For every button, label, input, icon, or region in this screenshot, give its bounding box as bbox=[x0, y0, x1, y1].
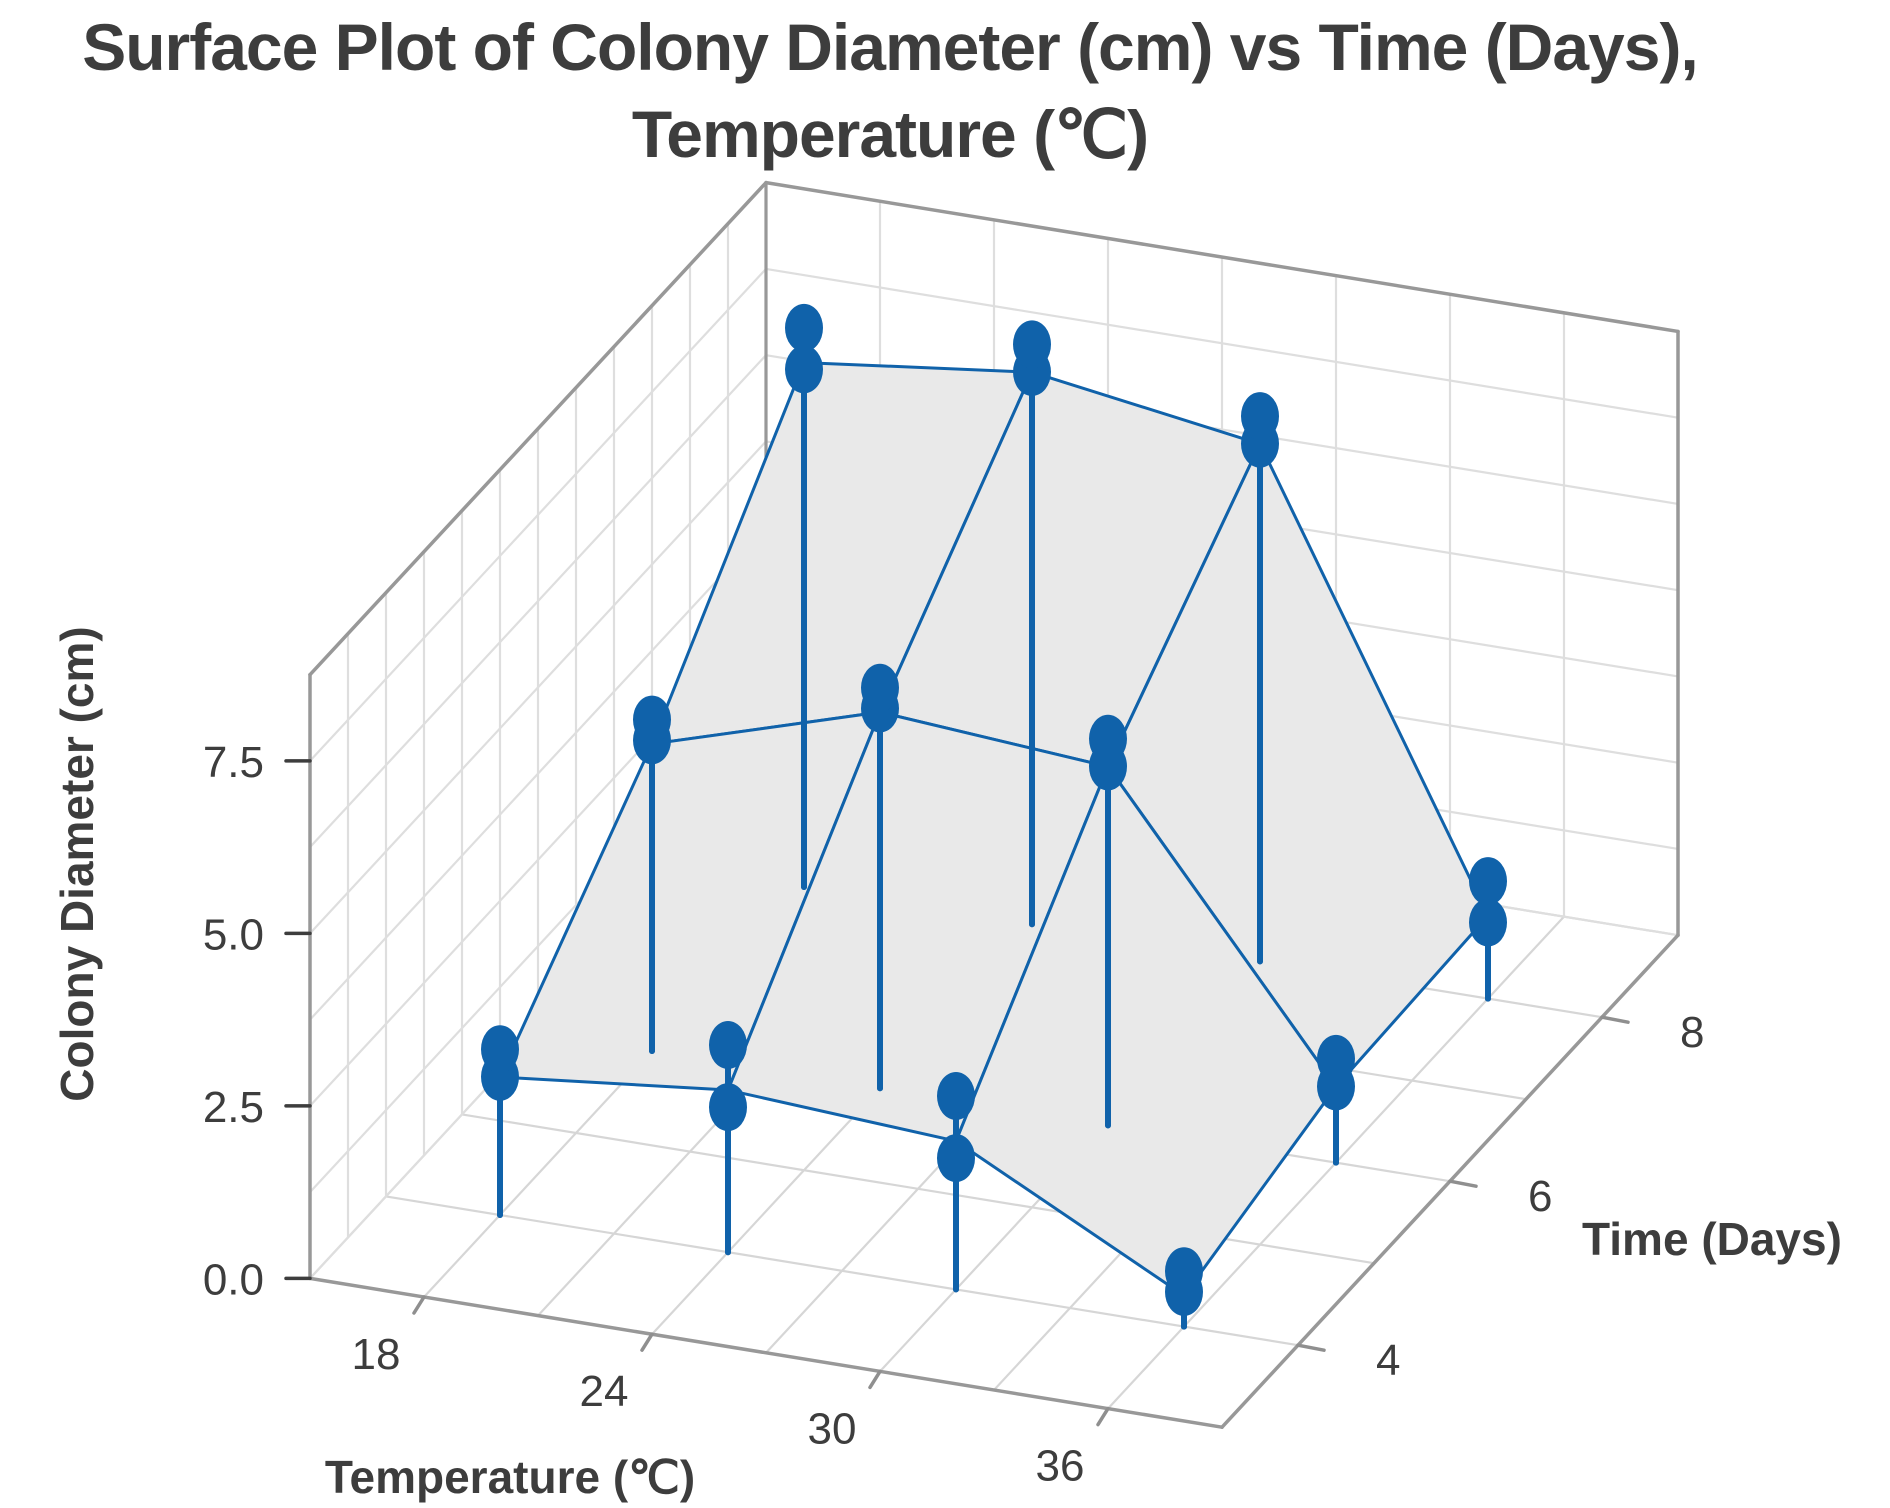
frame-left-wall-top-edge bbox=[308, 180, 768, 677]
time-tick bbox=[1296, 1343, 1326, 1352]
time-axis-label: Time (Days) bbox=[1582, 1213, 1842, 1265]
data-point bbox=[709, 1021, 747, 1069]
frame-floor-front-left-edge bbox=[308, 1276, 1224, 1429]
data-point bbox=[937, 1072, 975, 1120]
z-tick-label: 7.5 bbox=[203, 738, 264, 787]
temp-tick-label: 18 bbox=[352, 1330, 401, 1379]
data-point bbox=[481, 1025, 519, 1074]
temp-tick bbox=[868, 1369, 882, 1390]
data-point bbox=[1013, 320, 1051, 369]
data-point bbox=[709, 1083, 747, 1132]
frame-right-wall-top-edge bbox=[764, 180, 1680, 334]
temp-tick-label: 36 bbox=[1036, 1442, 1085, 1491]
data-point bbox=[1165, 1247, 1203, 1296]
data-point bbox=[1469, 857, 1507, 906]
chart-title-line1: Surface Plot of Colony Diameter (cm) vs … bbox=[82, 10, 1699, 84]
chart-title: Surface Plot of Colony Diameter (cm) vs … bbox=[0, 4, 1780, 178]
chart-title-line2: Temperature (℃) bbox=[631, 97, 1149, 172]
temp-tick bbox=[1096, 1406, 1110, 1427]
data-point bbox=[785, 303, 823, 352]
data-point bbox=[1469, 898, 1507, 947]
data-point bbox=[1317, 1034, 1355, 1083]
time-tick bbox=[1448, 1179, 1478, 1188]
data-point bbox=[937, 1134, 975, 1183]
temp-axis-label: Temperature (℃) bbox=[324, 1451, 696, 1503]
data-point bbox=[1089, 714, 1127, 763]
temp-tick bbox=[412, 1295, 426, 1315]
time-tick-label: 8 bbox=[1680, 1008, 1704, 1057]
data-point bbox=[861, 663, 899, 712]
time-tick-label: 6 bbox=[1528, 1172, 1552, 1221]
z-tick-label: 2.5 bbox=[203, 1083, 264, 1132]
time-tick-label: 4 bbox=[1376, 1336, 1400, 1385]
z-axis-label: Colony Diameter (cm) bbox=[51, 626, 103, 1102]
time-tick bbox=[1600, 1015, 1630, 1024]
temp-tick-label: 30 bbox=[808, 1404, 857, 1453]
data-point bbox=[633, 695, 671, 744]
data-point bbox=[1241, 392, 1279, 441]
z-tick-label: 5.0 bbox=[203, 910, 264, 959]
temp-tick-label: 24 bbox=[580, 1367, 629, 1416]
data-point bbox=[785, 345, 823, 394]
temp-tick bbox=[640, 1332, 654, 1352]
z-tick-label: 0.0 bbox=[203, 1255, 264, 1304]
